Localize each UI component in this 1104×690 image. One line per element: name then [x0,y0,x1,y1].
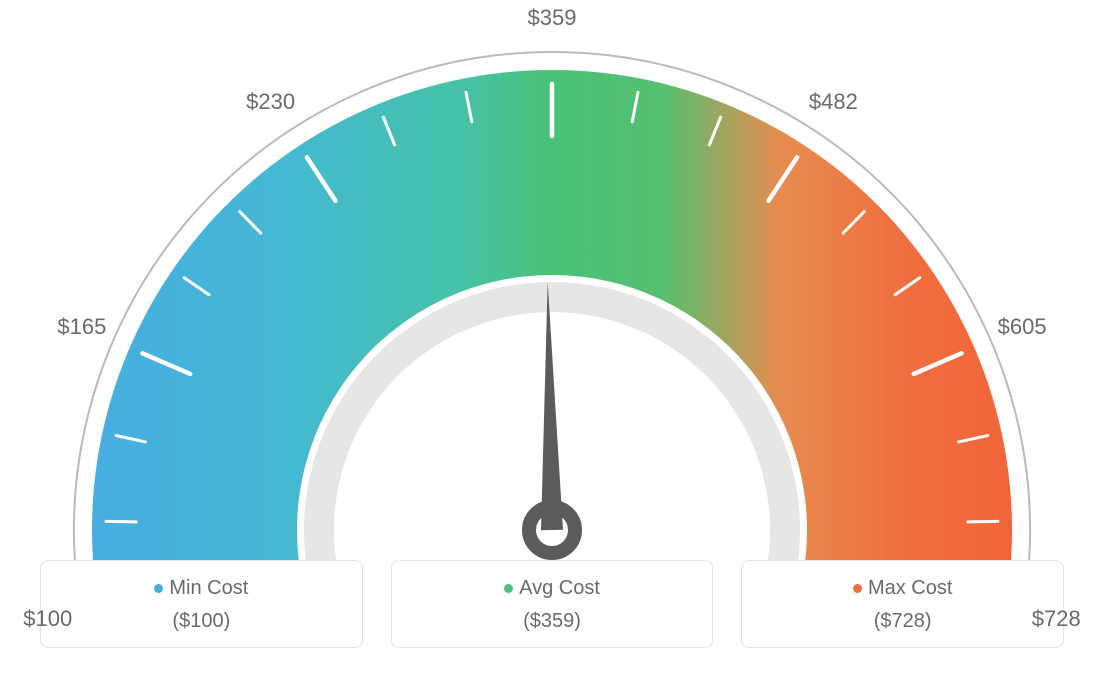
legend-row: Min Cost ($100) Avg Cost ($359) Max Cost… [40,560,1064,648]
legend-title-max: Max Cost [742,577,1063,600]
legend-card-min: Min Cost ($100) [40,560,363,648]
tick-label: $728 [1032,606,1081,632]
dot-icon [154,584,163,593]
tick-label: $605 [998,314,1047,340]
legend-card-max: Max Cost ($728) [741,560,1064,648]
tick-label: $482 [809,89,858,115]
legend-value-min: ($100) [41,610,362,633]
legend-title-text: Min Cost [169,577,248,599]
legend-value-avg: ($359) [392,610,713,633]
tick-label: $100 [23,606,72,632]
legend-value-max: ($728) [742,610,1063,633]
tick-label: $165 [57,314,106,340]
tick-label: $230 [246,89,295,115]
legend-title-min: Min Cost [41,577,362,600]
gauge-chart-container: $100 $165 $230 $359 $482 $605 $728 Min Cost ($… [0,0,1104,690]
legend-title-text: Max Cost [868,577,952,599]
legend-card-avg: Avg Cost ($359) [391,560,714,648]
gauge-area: $100$165$230$359$482$605$728 [40,20,1064,560]
gauge-svg [40,20,1064,560]
legend-title-avg: Avg Cost [392,577,713,600]
dot-icon [853,584,862,593]
tick-label: $359 [528,5,577,31]
legend-title-text: Avg Cost [519,577,600,599]
dot-icon [504,584,513,593]
